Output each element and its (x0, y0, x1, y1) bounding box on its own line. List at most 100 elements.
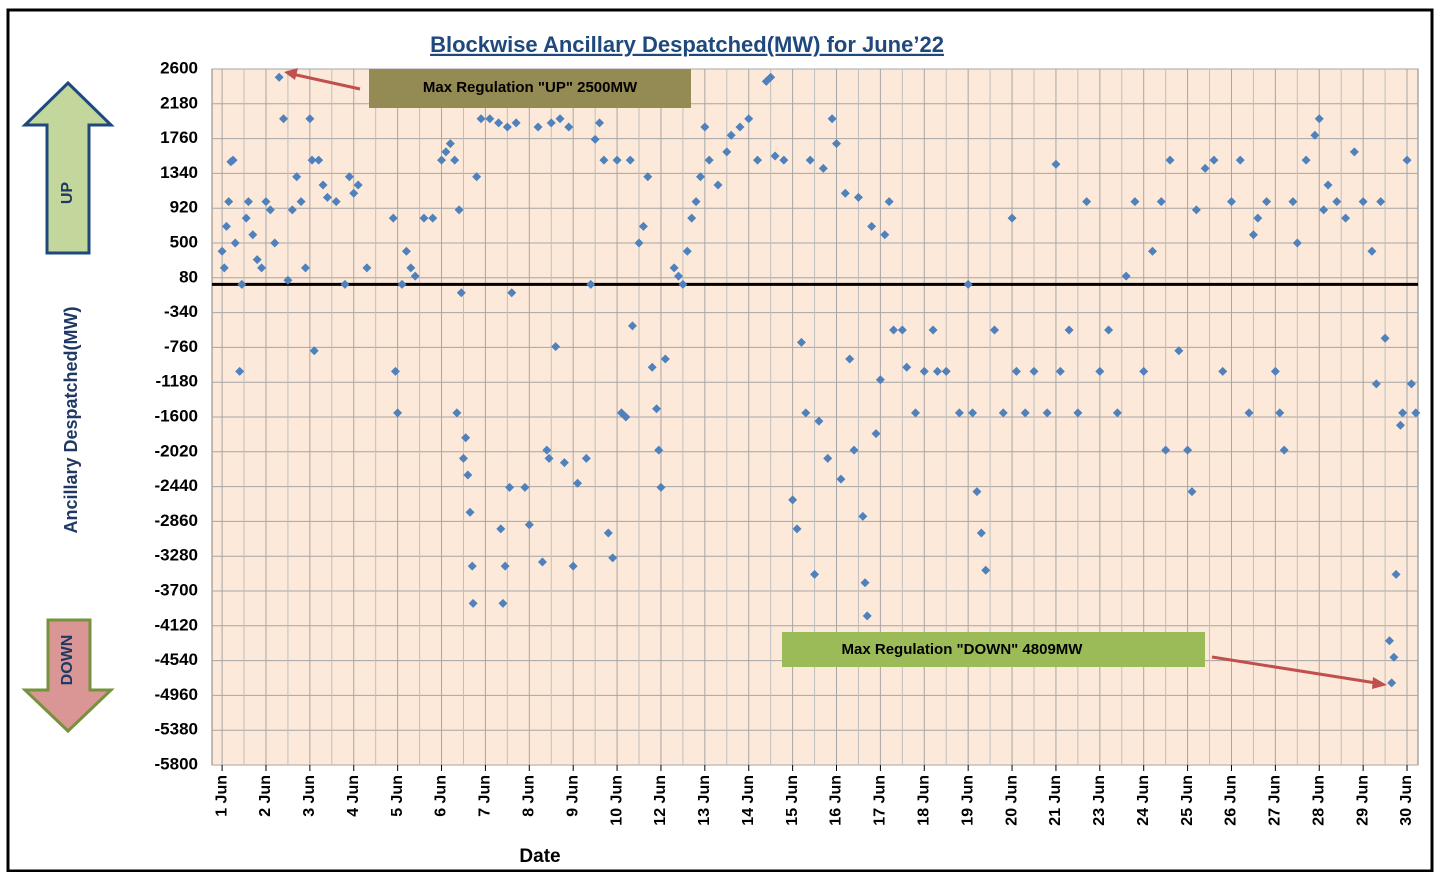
x-tick-label: 6 Jun (433, 775, 450, 817)
point (243, 197, 253, 207)
point (533, 122, 543, 132)
point (1406, 379, 1416, 389)
point (792, 524, 802, 534)
point (691, 197, 701, 207)
point (796, 337, 806, 347)
point (270, 238, 280, 248)
point (1007, 213, 1017, 223)
point (827, 114, 837, 124)
point (1042, 408, 1052, 418)
point (507, 288, 517, 298)
annotation-arrow (291, 72, 361, 91)
point (1371, 379, 1381, 389)
point (551, 342, 561, 352)
point (261, 197, 271, 207)
point (265, 205, 275, 215)
point (476, 114, 486, 124)
y-tick-label: 2600 (160, 58, 198, 77)
point (941, 366, 951, 376)
point (1248, 230, 1258, 240)
point (660, 354, 670, 364)
point (968, 408, 978, 418)
point (860, 578, 870, 588)
point (1270, 366, 1280, 376)
point (612, 155, 622, 165)
point (1130, 197, 1140, 207)
x-tick-label: 2 Jun (257, 775, 274, 817)
point (300, 263, 310, 273)
point (498, 598, 508, 608)
point (897, 325, 907, 335)
point (274, 72, 284, 82)
point (221, 221, 231, 231)
point (695, 172, 705, 182)
point (410, 271, 420, 281)
point (810, 569, 820, 579)
point (1055, 366, 1065, 376)
point (1191, 205, 1201, 215)
up-label: UP (59, 182, 76, 205)
points (217, 72, 1421, 688)
point (845, 354, 855, 364)
y-tick-label: -2440 (155, 476, 198, 495)
point (1389, 652, 1399, 662)
y-tick-label: 2180 (160, 93, 198, 112)
point (880, 230, 890, 240)
up-arrow (21, 80, 115, 255)
point (608, 553, 618, 563)
point (1367, 246, 1377, 256)
point (638, 221, 648, 231)
y-tick-label: 1340 (160, 163, 198, 182)
x-tick-label: 5 Jun (389, 775, 406, 817)
point (1165, 155, 1175, 165)
point (544, 453, 554, 463)
point (520, 482, 530, 492)
point (753, 155, 763, 165)
point (224, 197, 234, 207)
x-tick-label: 14 Jun (740, 775, 757, 826)
annotation-arrow (1211, 655, 1377, 685)
point (1029, 366, 1039, 376)
point (875, 375, 885, 385)
point (454, 205, 464, 215)
x-tick-label: 10 Jun (608, 775, 625, 826)
point (349, 188, 359, 198)
y-tick-label: -1600 (155, 406, 198, 425)
point (1395, 420, 1405, 430)
point (840, 188, 850, 198)
point (858, 511, 868, 521)
x-axis-label: Date (519, 846, 560, 867)
point (1376, 197, 1386, 207)
point (1064, 325, 1074, 335)
point (344, 172, 354, 182)
point (452, 408, 462, 418)
point (546, 118, 556, 128)
y-tick-label: -4120 (155, 615, 198, 634)
point (1218, 366, 1228, 376)
down-arrow (21, 618, 115, 734)
point (248, 230, 258, 240)
point (292, 172, 302, 182)
point (722, 147, 732, 157)
x-tick-label: 25 Jun (1179, 775, 1196, 826)
x-tick-label: 21 Jun (1047, 775, 1064, 826)
point (467, 561, 477, 571)
point (713, 180, 723, 190)
y-tick-label: -4540 (155, 650, 198, 669)
point (472, 172, 482, 182)
point (972, 487, 982, 497)
point (735, 122, 745, 132)
point (836, 474, 846, 484)
point (1341, 213, 1351, 223)
point (397, 279, 407, 289)
y-tick-label: 920 (170, 198, 198, 217)
point (884, 197, 894, 207)
y-tick-label: -3700 (155, 580, 198, 599)
point (1112, 408, 1122, 418)
point (871, 429, 881, 439)
point (1051, 159, 1061, 169)
point (981, 565, 991, 575)
chart-title: Blockwise Ancillary Despatched(MW) for J… (430, 32, 944, 57)
x-tick-label: 24 Jun (1135, 775, 1152, 826)
